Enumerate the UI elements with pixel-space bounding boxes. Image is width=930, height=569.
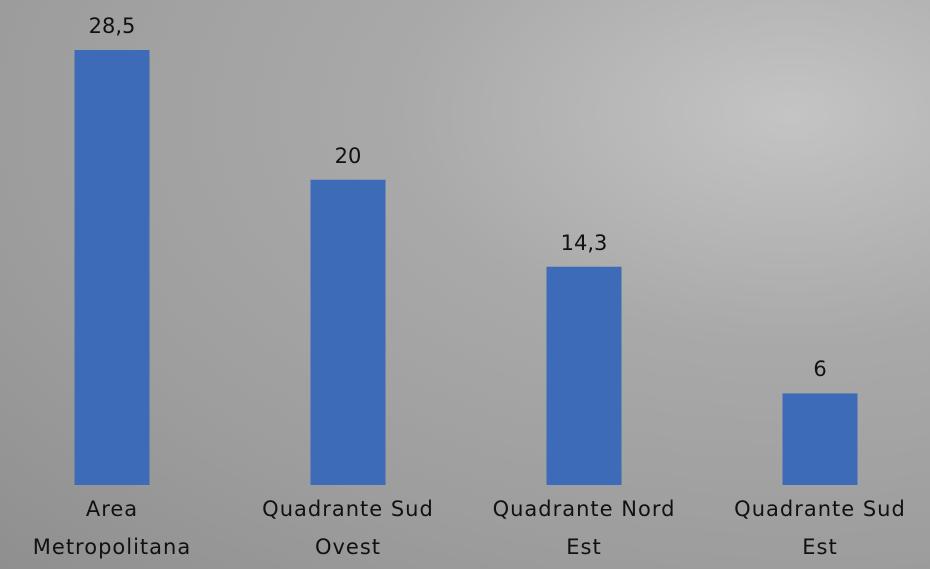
data-label: 20	[334, 143, 362, 168]
x-tick-label: Quadrante Nord Est	[492, 497, 676, 559]
bar	[546, 266, 622, 485]
data-label: 28,5	[88, 14, 136, 38]
x-tick-label: Area Metropolitana	[32, 497, 192, 559]
x-tick-label: Quadrante Sud Est	[734, 497, 906, 559]
bar	[310, 179, 386, 485]
bar	[74, 50, 150, 485]
data-label: 14,3	[560, 230, 608, 255]
bar	[782, 393, 858, 485]
x-tick-label: Quadrante Sud Ovest	[262, 497, 434, 559]
data-label: 6	[813, 357, 827, 382]
